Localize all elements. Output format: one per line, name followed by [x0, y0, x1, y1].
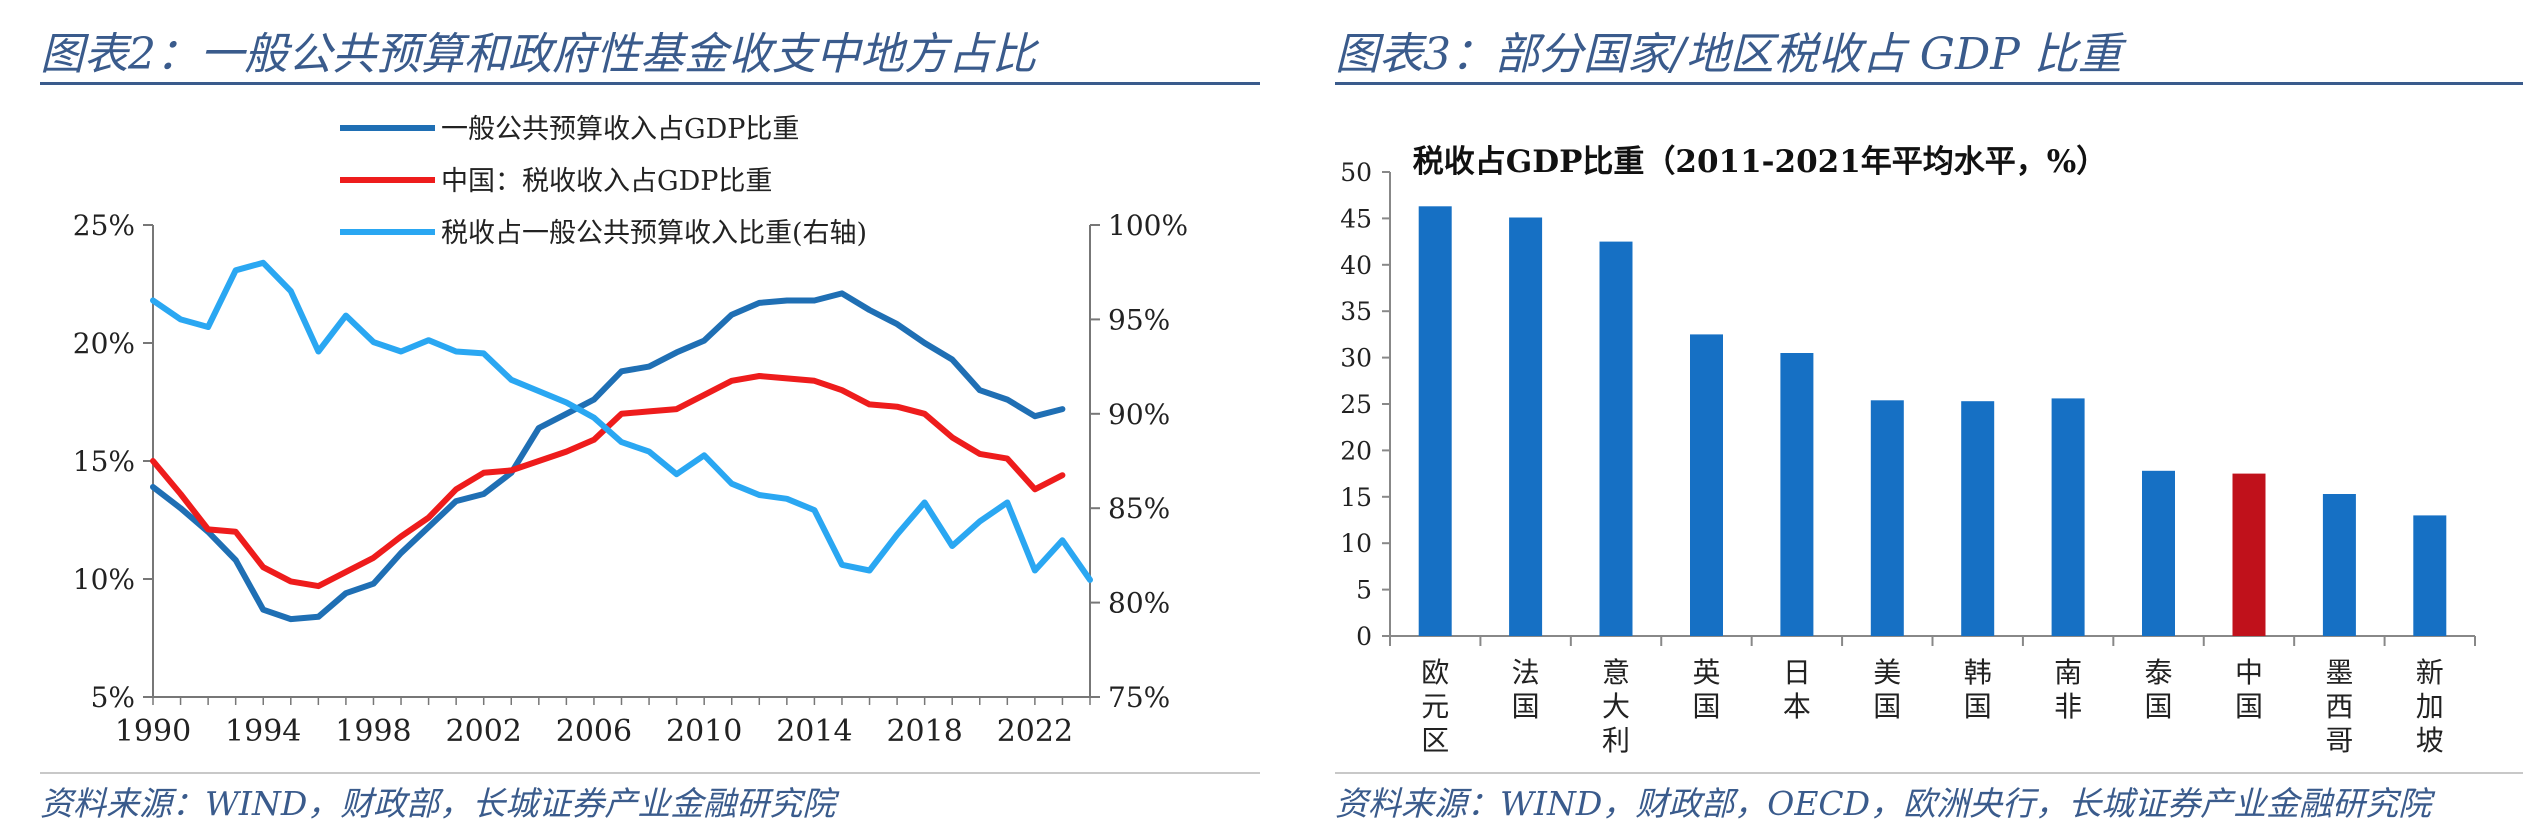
bar-y-tick-label: 20 — [1340, 436, 1372, 465]
category-label-9: 泰 — [2145, 656, 2173, 689]
bar-10 — [2232, 473, 2266, 636]
bar-y-tick-label: 10 — [1340, 529, 1372, 558]
category-label-3: 利 — [1602, 724, 1630, 757]
category-label-2: 法 — [1512, 656, 1540, 689]
left-tick-label: 25% — [73, 209, 135, 242]
right-title-rule — [1335, 82, 2523, 85]
line-chart-series — [150, 259, 1093, 623]
category-label-1: 区 — [1421, 724, 1449, 757]
x-tick-label: 1998 — [335, 714, 411, 749]
x-tick-label: 2002 — [446, 714, 522, 749]
right-source: 资料来源：WIND，财政部，OECD，欧洲央行，长城证券产业金融研究院 — [1335, 784, 2432, 823]
bar-chart-title: 税收占GDP比重（2011-2021年平均水平，%） — [1413, 144, 2108, 180]
category-label-10: 国 — [2235, 690, 2263, 723]
bar-8 — [2051, 398, 2085, 636]
right-tick-label: 75% — [1108, 681, 1170, 714]
category-label-10: 中 — [2235, 656, 2263, 689]
bar-chart: 税收占GDP比重（2011-2021年平均水平，%） 0 5 10 15 20 25 30 3… — [1340, 144, 2476, 757]
right-figure: 图表3：部分国家/地区税收占 GDP 比重 税收占GDP比重（2011-2021… — [1295, 0, 2523, 840]
left-source-rule — [40, 772, 1260, 774]
legend-label-2: 中国：税收收入占GDP比重 — [441, 166, 772, 197]
category-label-7: 韩 — [1964, 656, 1992, 689]
bar-5 — [1780, 353, 1814, 636]
legend-label-1: 一般公共预算收入占GDP比重 — [441, 114, 799, 145]
x-tick-label: 2022 — [997, 714, 1073, 749]
bar-9 — [2142, 470, 2175, 636]
right-tick-label: 85% — [1108, 492, 1170, 525]
category-label-8: 非 — [2054, 690, 2082, 723]
category-label-11: 墨 — [2325, 656, 2353, 689]
category-label-4: 英 — [1692, 656, 1720, 689]
bar-chart-axes: 05101520253035404550欧元区法国意大利英国日本美国韩国南非泰国… — [1340, 158, 2476, 757]
left-figure: 图表2：一般公共预算和政府性基金收支中地方占比 25% 20% 15% 10% 5% 10… — [40, 29, 1260, 823]
bar-y-tick-label: 30 — [1340, 344, 1372, 373]
left-title-rule — [40, 82, 1260, 85]
right-tick-label: 80% — [1108, 587, 1170, 620]
category-label-5: 本 — [1783, 690, 1811, 723]
bar-y-tick-label: 5 — [1356, 576, 1372, 605]
bar-y-tick-label: 35 — [1340, 297, 1372, 326]
category-label-9: 国 — [2145, 690, 2173, 723]
category-label-6: 美 — [1873, 656, 1901, 689]
x-tick-label: 2018 — [886, 714, 962, 749]
line-chart-axes: 25% 20% 15% 10% 5% 100% 95% 90% 85% 80% 75% 1990 199… — [73, 209, 1188, 749]
line-chart-legend: 一般公共预算收入占GDP比重中国：税收收入占GDP比重税收占一般公共预算收入比重… — [340, 114, 867, 249]
bar-12 — [2413, 515, 2447, 636]
series-line-2 — [150, 373, 1066, 590]
x-tick-label: 1990 — [115, 714, 191, 749]
bar-chart-bars — [1418, 206, 2447, 637]
bar-y-tick-label: 0 — [1356, 622, 1372, 651]
category-label-5: 日 — [1783, 656, 1811, 689]
bar-y-tick-label: 45 — [1340, 204, 1372, 233]
x-tick-label: 2006 — [556, 714, 632, 749]
category-label-8: 南 — [2054, 656, 2082, 689]
left-tick-label: 15% — [73, 445, 135, 478]
left-tick-label: 5% — [91, 681, 135, 714]
category-label-6: 国 — [1873, 690, 1901, 723]
category-label-3: 大 — [1602, 690, 1630, 723]
bar-y-tick-label: 40 — [1340, 251, 1372, 280]
legend-label-3: 税收占一般公共预算收入比重(右轴) — [441, 218, 867, 249]
right-tick-label: 100% — [1108, 209, 1188, 242]
left-source: 资料来源：WIND，财政部，长城证券产业金融研究院 — [40, 784, 836, 823]
right-tick-label: 95% — [1108, 303, 1170, 336]
left-tick-label: 20% — [73, 327, 135, 360]
bar-y-tick-label: 15 — [1340, 483, 1372, 512]
category-label-1: 欧 — [1421, 656, 1449, 689]
line-chart: 25% 20% 15% 10% 5% 100% 95% 90% 85% 80% 75% 1990 199… — [73, 114, 1188, 749]
left-figure-title: 图表2：一般公共预算和政府性基金收支中地方占比 — [40, 29, 1036, 80]
category-label-11: 哥 — [2325, 724, 2353, 757]
left-tick-label: 10% — [73, 563, 135, 596]
x-tick-label: 1994 — [225, 714, 301, 749]
x-tick-label: 2010 — [666, 714, 742, 749]
category-label-7: 国 — [1964, 690, 1992, 723]
category-label-3: 意 — [1602, 656, 1630, 689]
right-figure-title: 图表3：部分国家/地区税收占 GDP 比重 — [1335, 29, 2122, 80]
series-line-1 — [150, 290, 1066, 623]
x-tick-label: 2014 — [776, 714, 852, 749]
category-label-1: 元 — [1421, 690, 1449, 723]
bar-3 — [1599, 241, 1633, 636]
bar-6 — [1870, 400, 1904, 636]
category-label-2: 国 — [1512, 690, 1540, 723]
bar-1 — [1418, 206, 1452, 637]
bar-y-tick-label: 50 — [1340, 158, 1372, 187]
category-label-4: 国 — [1692, 690, 1720, 723]
bar-11 — [2322, 494, 2356, 636]
category-label-11: 西 — [2325, 690, 2353, 723]
bar-4 — [1690, 334, 1723, 636]
right-source-rule — [1335, 772, 2523, 774]
bar-7 — [1961, 401, 1995, 636]
category-label-12: 新 — [2416, 656, 2444, 689]
bar-y-tick-label: 25 — [1340, 390, 1372, 419]
category-label-12: 坡 — [2416, 724, 2444, 757]
right-tick-label: 90% — [1108, 398, 1170, 431]
category-label-12: 加 — [2416, 690, 2444, 723]
bar-2 — [1509, 217, 1543, 636]
series-line-3 — [150, 259, 1093, 583]
